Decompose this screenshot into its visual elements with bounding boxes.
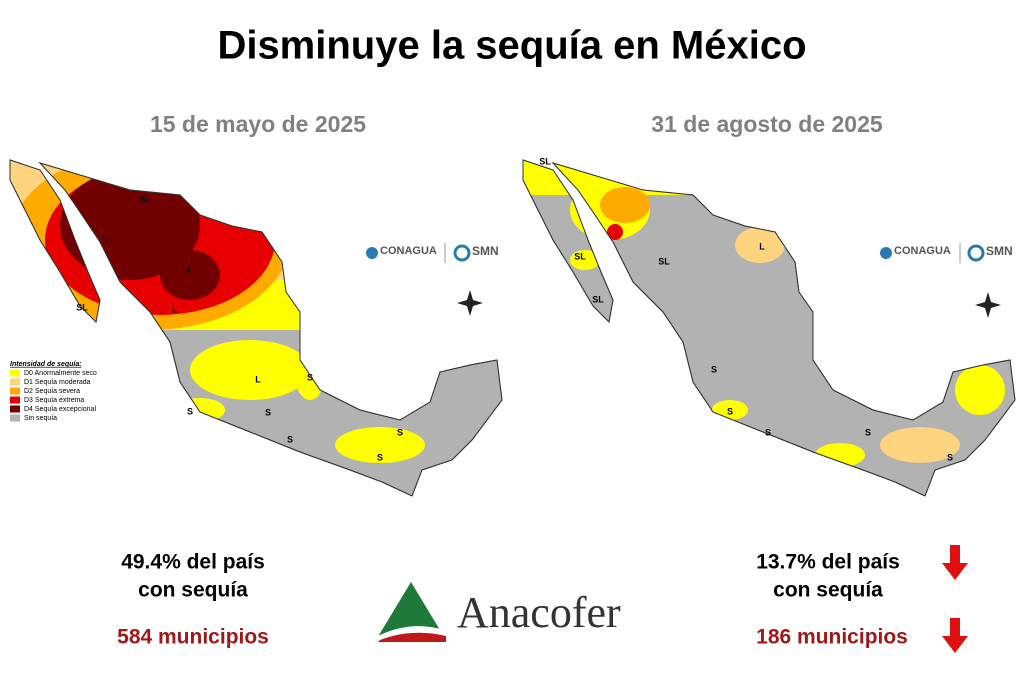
map-label: S — [711, 364, 717, 374]
map-label: S — [265, 407, 271, 417]
map-label: S — [865, 427, 871, 437]
stat-municipios: 186 municipios — [756, 626, 908, 649]
map-label: S — [187, 406, 193, 416]
legend-swatch — [10, 369, 20, 377]
stat-percent: 13.7% del país — [756, 551, 900, 574]
legend-label: Sin sequía — [24, 415, 57, 422]
map-label: S — [307, 372, 313, 382]
map-label: S — [287, 434, 293, 444]
legend: Intensidad de sequía: D0 Anormalmente se… — [10, 361, 97, 422]
map-label: SL — [592, 294, 604, 304]
stat-percent: 49.4% del país — [121, 551, 265, 574]
map-label: S — [947, 452, 953, 462]
map-label: L — [255, 374, 261, 384]
logo-smn: SMN — [472, 244, 499, 258]
map-right — [522, 159, 1016, 497]
logo-conagua: CONAGUA — [380, 245, 437, 257]
legend-title: Intensidad de sequía: — [10, 361, 82, 368]
map-label: L — [172, 304, 178, 314]
map-label: SL — [574, 251, 586, 261]
down-arrow — [942, 545, 968, 580]
down-arrow — [942, 618, 968, 653]
map-label: S — [397, 427, 403, 437]
map-label: SL — [76, 302, 88, 312]
legend-label: D4 Sequía excepcional — [24, 406, 96, 413]
map-label: L — [187, 264, 193, 274]
map-label: SL — [139, 194, 151, 204]
brand-name: Anacofer — [457, 588, 621, 637]
stat-label: con sequía — [773, 579, 883, 602]
map-left — [9, 159, 503, 497]
map-date: 31 de agosto de 2025 — [651, 111, 883, 137]
legend-label: D3 Sequía extrema — [24, 397, 84, 404]
map-label: L — [759, 241, 765, 251]
map-label: S — [377, 452, 383, 462]
legend-label: D1 Sequía moderada — [24, 379, 91, 386]
legend-swatch — [10, 387, 20, 395]
legend-swatch — [10, 414, 20, 422]
stat-municipios: 584 municipios — [117, 626, 269, 649]
legend-swatch — [10, 378, 20, 386]
map-date: 15 de mayo de 2025 — [150, 111, 366, 137]
legend-label: D2 Sequía severa — [24, 388, 80, 395]
map-label: S — [727, 406, 733, 416]
map-label: SL — [658, 256, 670, 266]
legend-swatch — [10, 405, 20, 413]
logo-conagua: CONAGUA — [894, 245, 951, 257]
stat-label: con sequía — [138, 579, 248, 602]
legend-swatch — [10, 396, 20, 404]
map-label: L — [102, 232, 108, 242]
title: Disminuye la sequía en México — [217, 24, 806, 68]
legend-label: D0 Anormalmente seco — [24, 370, 97, 377]
brand-logo: Anacofer — [376, 582, 621, 642]
map-label: SL — [539, 156, 551, 166]
agency-logos: CONAGUA SMN CONAGUA SMN — [366, 243, 1013, 318]
map-label: S — [765, 427, 771, 437]
logo-smn: SMN — [986, 244, 1013, 258]
